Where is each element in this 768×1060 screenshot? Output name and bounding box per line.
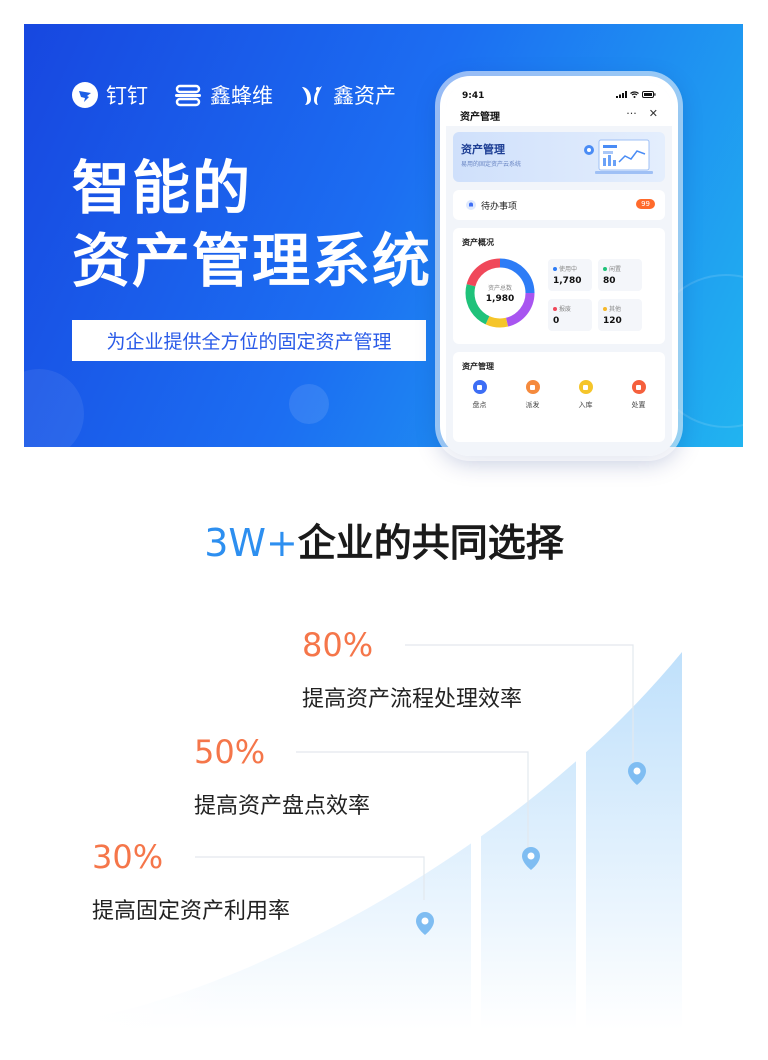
- legend-dot: [603, 306, 607, 311]
- location-pin-icon: [416, 912, 434, 935]
- asset-donut-chart: 资产总数 1,980: [465, 258, 535, 328]
- management-actions: 盘点 派发 入库 处置: [453, 380, 665, 410]
- bell-icon: [466, 200, 476, 210]
- wifi-icon: [630, 91, 639, 98]
- action-dispose[interactable]: 处置: [621, 380, 657, 410]
- app-nav-buttons: ··· ✕: [626, 107, 658, 120]
- stat-label: 闲置: [609, 266, 622, 273]
- more-button[interactable]: ···: [626, 107, 637, 120]
- todo-label: 待办事项: [481, 202, 518, 212]
- status-icons: [616, 91, 656, 98]
- phone-mockup: 9:41 资产管理 ··· ✕: [440, 76, 678, 456]
- leader-line-50: [296, 751, 529, 850]
- donut-total-label: 资产总数: [488, 284, 512, 292]
- donut-total-value: 1,980: [486, 294, 514, 304]
- leader-line-80: [405, 644, 634, 780]
- hero-title-line1: 智能的: [72, 154, 253, 222]
- close-button[interactable]: ✕: [648, 107, 658, 120]
- app-nav-bar: 资产管理 ··· ✕: [446, 104, 672, 126]
- inventory-icon: [472, 380, 487, 394]
- status-time: 9:41: [462, 91, 485, 101]
- management-title: 资产管理: [462, 362, 494, 371]
- stat-value: 0: [553, 316, 560, 326]
- brand-label: 鑫资产: [333, 84, 396, 108]
- stat-other: 其他 120: [598, 299, 642, 331]
- phone-screen: 9:41 资产管理 ··· ✕: [446, 82, 672, 456]
- action-label: 盘点: [472, 401, 487, 409]
- brand-dingtalk: 钉钉: [72, 80, 148, 110]
- stat-scrapped: 报废 0: [548, 299, 592, 331]
- bar-separator: [471, 750, 481, 1050]
- leader-line-30: [195, 856, 425, 900]
- signal-icon: [616, 91, 627, 98]
- stat-value: 1,780: [553, 276, 582, 286]
- stat-idle: 闲置 80: [598, 259, 642, 291]
- stat-desc-50: 提高资产盘点效率: [194, 794, 371, 819]
- decor-circle: [289, 384, 329, 424]
- stat-percent-50: 50%: [194, 733, 266, 771]
- stat-in-use: 使用中 1,780: [548, 259, 592, 291]
- app-banner-title: 资产管理: [461, 143, 505, 156]
- hero-subtitle: 为企业提供全方位的固定资产管理: [72, 320, 426, 361]
- bar-separator: [576, 680, 586, 1050]
- xinfengwei-logo-icon: [175, 84, 201, 107]
- legend-dot: [603, 266, 607, 271]
- stat-value: 120: [603, 316, 622, 326]
- stat-label: 使用中: [559, 266, 578, 273]
- stat-label: 其他: [609, 306, 622, 313]
- location-pin-icon: [522, 847, 540, 870]
- stat-label: 报废: [559, 306, 572, 313]
- brand-logos: 钉钉 鑫蜂维 鑫资产: [72, 80, 396, 110]
- todo-card[interactable]: 待办事项 99: [453, 190, 665, 220]
- stat-percent-80: 80%: [302, 626, 374, 664]
- legend-dot: [553, 266, 557, 271]
- brand-xinfengwei: 鑫蜂维: [174, 80, 273, 110]
- action-stock-in[interactable]: 入库: [568, 380, 604, 410]
- asset-management-card: 资产管理 盘点 派发 入库 处置: [453, 352, 665, 442]
- stat-value: 80: [603, 276, 616, 286]
- brand-label: 鑫蜂维: [210, 84, 273, 108]
- hero-title-line2: 资产管理系统: [72, 227, 433, 295]
- asset-overview-card: 资产概况 资产总数 1,980 使用中 1,780 闲置 80 报废 0: [453, 228, 665, 344]
- brand-label: 钉钉: [106, 84, 148, 108]
- decor-circle: [24, 369, 84, 447]
- app-nav-title: 资产管理: [460, 112, 500, 123]
- section-title-highlight: 3W+: [204, 521, 298, 565]
- app-banner-subtitle: 易用的固定资产云系统: [461, 161, 522, 168]
- stat-desc-30: 提高固定资产利用率: [92, 899, 291, 924]
- overview-title: 资产概况: [462, 238, 494, 247]
- action-label: 派发: [525, 401, 540, 409]
- dispose-icon: [631, 380, 646, 394]
- action-label: 处置: [631, 401, 646, 409]
- stat-desc-80: 提高资产流程处理效率: [302, 687, 523, 712]
- dingtalk-icon: [72, 82, 98, 108]
- location-pin-icon: [628, 762, 646, 785]
- action-dispatch[interactable]: 派发: [515, 380, 551, 410]
- action-label: 入库: [578, 401, 593, 409]
- stat-percent-30: 30%: [92, 838, 164, 876]
- battery-icon: [642, 91, 656, 98]
- dispatch-icon: [525, 380, 540, 394]
- hero-title: 智能的 资产管理系统: [72, 152, 432, 298]
- brand-xinzichan: 鑫资产: [299, 80, 396, 110]
- section-title: 3W+企业的共同选择: [0, 512, 768, 567]
- growth-area: [80, 652, 682, 1030]
- status-bar: 9:41: [446, 82, 672, 104]
- dashboard-illustration-icon: [584, 139, 653, 174]
- xinzichan-logo-icon: [302, 86, 322, 105]
- app-banner: 资产管理 易用的固定资产云系统: [453, 132, 665, 182]
- legend-dot: [553, 306, 557, 311]
- action-inventory[interactable]: 盘点: [462, 380, 498, 410]
- todo-count-badge: 99: [636, 199, 655, 209]
- area-fade: [80, 600, 500, 1040]
- growth-illustration: [80, 600, 682, 1050]
- section-title-text: 企业的共同选择: [297, 521, 564, 565]
- stock-in-icon: [578, 380, 593, 394]
